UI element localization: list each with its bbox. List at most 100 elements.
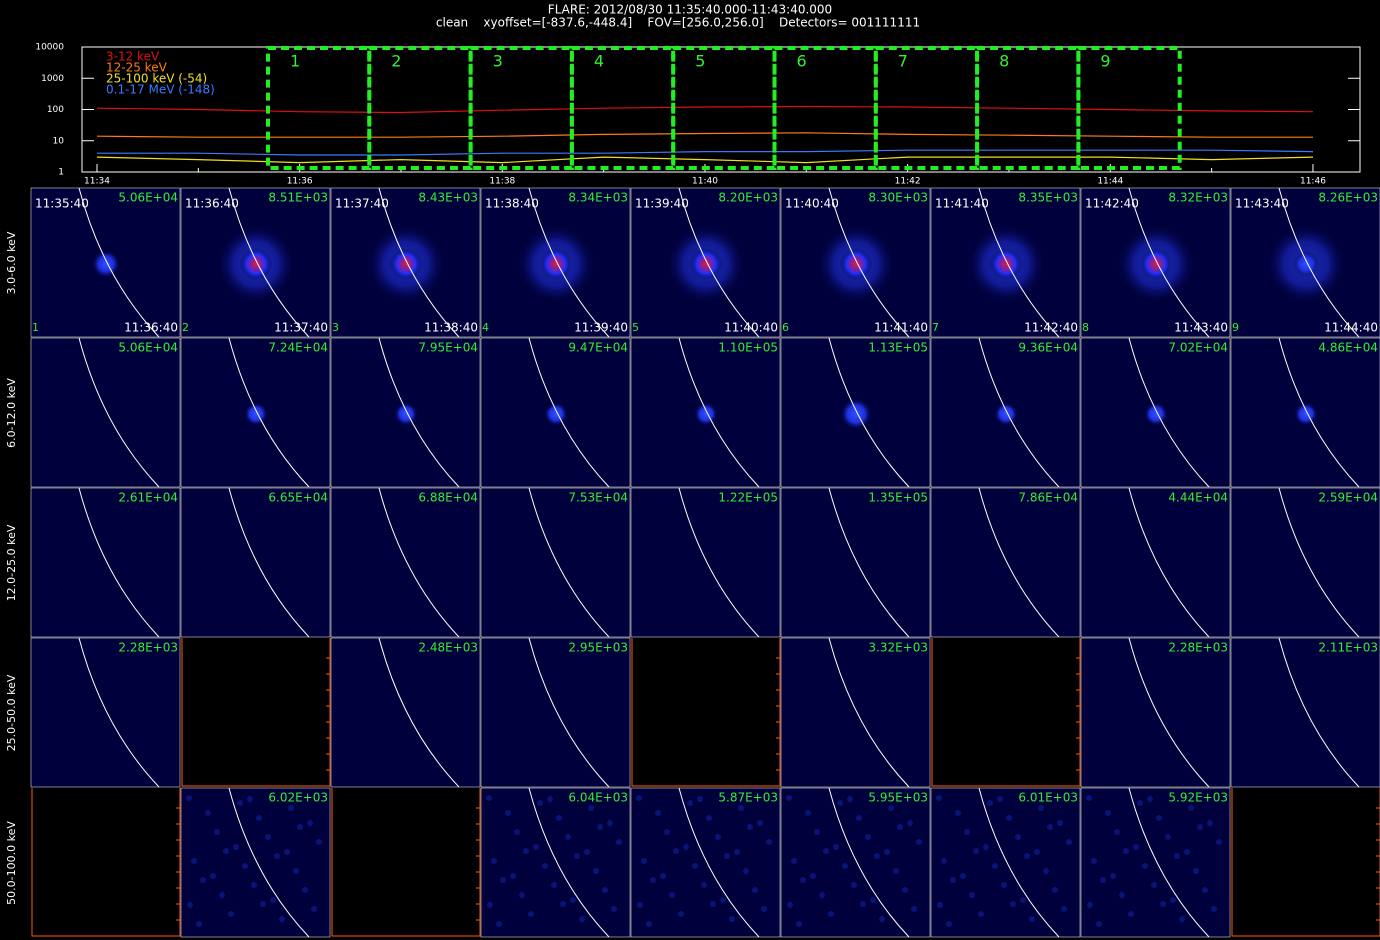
noise [888,805,894,811]
interval-number: 1 [290,52,300,71]
noise [710,901,716,907]
noise [897,824,903,830]
interval-number: 8 [999,52,1009,71]
series-line [97,149,1314,156]
noise [1100,877,1106,883]
noise [579,916,585,922]
noise [870,897,876,903]
noise [1020,897,1026,903]
noise [800,877,806,883]
noise [500,877,506,883]
noise [265,834,271,840]
solar-limb [528,187,610,338]
solar-limb [1128,337,1210,488]
source-core [240,248,272,280]
panel-start-time: 11:40:40 [785,197,839,211]
noise [978,911,984,917]
empty-panel-axes [331,788,481,937]
panel-max: 5.87E+03 [718,791,778,805]
panel-max: 8.30E+03 [868,191,928,205]
noise [191,858,197,864]
series-line [96,132,1313,138]
empty-panel [31,788,180,937]
legend-entry: 25-100 keV (-54) [106,72,207,86]
noise [270,897,276,903]
noise [597,824,603,830]
panel-max: 8.35E+03 [1018,191,1078,205]
x-tick-label: 11:44 [1097,177,1123,187]
noise [1211,906,1217,912]
noise [828,911,834,917]
noise [196,921,202,927]
noise [1047,824,1053,830]
noise [1015,834,1021,840]
image-panel [330,637,481,788]
noise [1193,868,1199,874]
noise [214,829,220,835]
panel-max: 1.35E+05 [868,491,928,505]
noise [593,868,599,874]
solar-limb [378,337,460,488]
noise [641,858,647,864]
noise [734,849,740,855]
y-tick-label: 10000 [35,43,64,53]
solar-limb [978,787,1060,938]
legend-entry: 0.1-17 MeV (-148) [106,83,215,97]
image-panel [930,487,1081,638]
row-label: 12.0-25.0 keV [5,524,18,601]
noise [1119,892,1125,898]
panel-max: 8.26E+03 [1318,191,1378,205]
noise [210,873,216,879]
panel-end-time: 11:38:40 [424,321,478,335]
noise [570,897,576,903]
image-panel [480,637,631,788]
solar-limb [678,187,760,338]
noise [810,873,816,879]
noise [607,820,613,826]
noise [701,882,707,888]
noise [960,873,966,879]
row-label: 25.0-50.0 keV [5,674,18,751]
panel-max: 7.86E+04 [1018,491,1078,505]
solar-limb [1128,487,1210,638]
panel-max: 2.48E+03 [418,641,478,655]
solar-limb [978,337,1060,488]
interval-box [671,46,777,170]
noise [565,834,571,840]
noise [660,873,666,879]
panel-max: 9.47E+04 [568,341,628,355]
x-tick-label: 11:40 [692,177,718,187]
noise [1087,902,1093,908]
noise [584,849,590,855]
noise [223,848,229,854]
interval-box [772,46,878,170]
noise [251,882,257,888]
noise [969,892,975,898]
noise [537,800,543,806]
noise [1133,844,1139,850]
source-core [840,398,872,430]
noise [865,834,871,840]
panel-max: 5.06E+04 [118,191,178,205]
interval-box [266,46,372,170]
solar-limb [228,187,310,338]
noise [650,877,656,883]
series-line [96,156,1314,164]
solar-limb [528,637,610,788]
noise [819,892,825,898]
noise [673,848,679,854]
x-tick-label: 11:36 [287,177,313,187]
solar-limb [228,487,310,638]
noise [720,897,726,903]
panel-max: 8.51E+03 [268,191,328,205]
source-core [540,248,572,280]
interval-box [1076,46,1182,170]
panel-end-time: 11:39:40 [574,321,628,335]
panel-max: 2.11E+03 [1318,641,1378,655]
noise [588,805,594,811]
noise [288,805,294,811]
solar-limb [678,487,760,638]
noise [955,810,961,816]
panel-start-time: 11:36:40 [185,197,239,211]
noise [528,911,534,917]
